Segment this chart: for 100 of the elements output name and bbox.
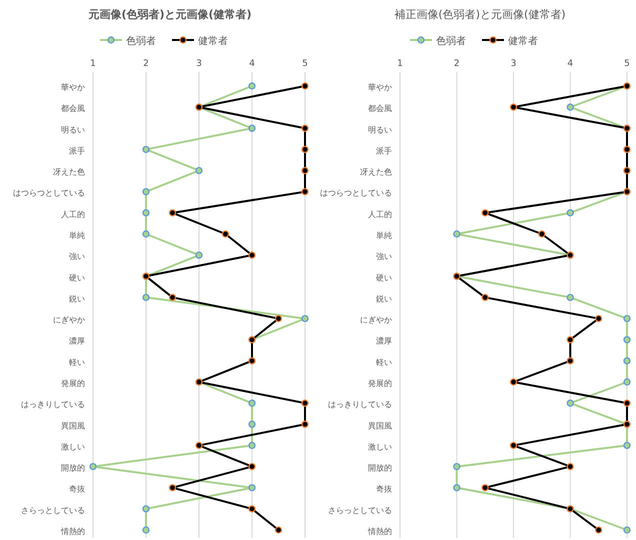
y-tick-label: はつらつとしている [320, 188, 392, 198]
point [195, 442, 203, 450]
legend-label: 健常者 [198, 35, 228, 47]
point [566, 400, 574, 407]
point [623, 526, 631, 534]
y-tick-label: 開放的 [368, 464, 392, 473]
point [248, 400, 256, 407]
legend-label: 色弱者 [436, 35, 466, 47]
point [538, 230, 546, 238]
point [168, 484, 176, 492]
y-tick-label: 華やか [368, 83, 392, 92]
y-tick-label: 都会風 [368, 104, 392, 114]
x-tick-label: 1 [90, 59, 96, 69]
y-tick-label: 硬い [69, 273, 85, 282]
point [248, 124, 256, 132]
point [566, 336, 574, 344]
y-tick-label: 発展的 [368, 379, 392, 388]
point [195, 166, 203, 174]
y-tick-label: さらっとしている [21, 506, 85, 515]
y-tick-label: 強い [69, 252, 85, 262]
point [248, 505, 256, 512]
point [510, 378, 518, 386]
point [301, 146, 309, 154]
point [623, 357, 631, 364]
point [566, 462, 574, 470]
y-tick-label: 情熱的 [60, 527, 85, 536]
x-tick-label: 4 [249, 59, 256, 69]
y-tick-label: 明るい [368, 125, 392, 134]
x-tick-label: 1 [397, 59, 403, 69]
point [566, 357, 574, 364]
y-tick-label: 人工的 [368, 210, 392, 219]
legend-label: 色弱者 [126, 35, 156, 47]
x-tick-label: 5 [302, 59, 308, 69]
y-tick-label: はっきりしている [328, 400, 392, 410]
point [168, 294, 176, 302]
y-tick-label: さらっとしている [328, 506, 392, 515]
point [623, 378, 631, 386]
point [142, 188, 150, 196]
y-tick-label: 軽い [376, 358, 392, 367]
y-tick-label: 華やか [61, 83, 85, 92]
point [142, 505, 150, 512]
point [301, 314, 309, 322]
point [623, 314, 631, 322]
point [142, 209, 150, 216]
x-tick-label: 2 [454, 59, 460, 69]
y-tick-label: 濃厚 [69, 336, 85, 346]
point [274, 526, 282, 534]
chart-title: 補正画像(色弱者)と元画像(健常者) [394, 8, 566, 21]
point [248, 82, 256, 90]
y-tick-label: はっきりしている [21, 400, 85, 410]
x-tick-label: 2 [143, 59, 149, 69]
point [142, 294, 150, 302]
y-tick-label: 派手 [376, 146, 392, 156]
point [142, 146, 150, 154]
x-tick-label: 3 [510, 59, 516, 69]
y-tick-label: 単純 [376, 231, 392, 240]
point [510, 104, 518, 111]
point [248, 442, 256, 450]
y-tick-label: 都会風 [61, 104, 85, 114]
y-tick-label: 硬い [376, 273, 392, 282]
y-tick-label: 軽い [69, 358, 85, 367]
point [222, 230, 230, 238]
point [248, 420, 256, 428]
point [301, 188, 309, 196]
y-tick-label: 冴えた色 [53, 168, 85, 177]
point [595, 526, 602, 534]
x-tick-label: 4 [567, 59, 574, 69]
point [301, 124, 309, 132]
point [301, 82, 309, 90]
y-tick-label: はつらつとしている [13, 188, 85, 198]
y-tick-label: 鋭い [69, 294, 85, 304]
point [168, 209, 176, 216]
point [274, 314, 282, 322]
point [301, 400, 309, 407]
chart-title: 元画像(色弱者)と元画像(健常者) [87, 8, 252, 21]
y-tick-label: 激しい [61, 442, 85, 452]
x-tick-label: 3 [196, 59, 202, 69]
x-tick-label: 5 [624, 59, 630, 69]
point [195, 252, 203, 259]
point [482, 294, 489, 302]
y-tick-label: 開放的 [61, 464, 85, 473]
y-tick-label: 鋭い [376, 294, 392, 304]
point [248, 484, 256, 492]
point [142, 230, 150, 238]
y-tick-label: 情熱的 [367, 527, 392, 536]
legend-label: 健常者 [508, 35, 538, 47]
point [453, 462, 460, 470]
y-tick-label: 激しい [368, 442, 392, 452]
point [566, 294, 574, 302]
y-tick-label: 冴えた色 [360, 168, 392, 177]
point [142, 526, 150, 534]
point [248, 462, 256, 470]
y-tick-label: 派手 [69, 146, 85, 156]
y-tick-label: にぎやか [53, 316, 85, 325]
y-tick-label: 異国風 [61, 421, 85, 430]
point [453, 484, 460, 492]
point [623, 400, 631, 407]
y-tick-label: 発展的 [61, 379, 85, 388]
point [482, 484, 489, 492]
y-tick-label: 濃厚 [376, 336, 392, 346]
